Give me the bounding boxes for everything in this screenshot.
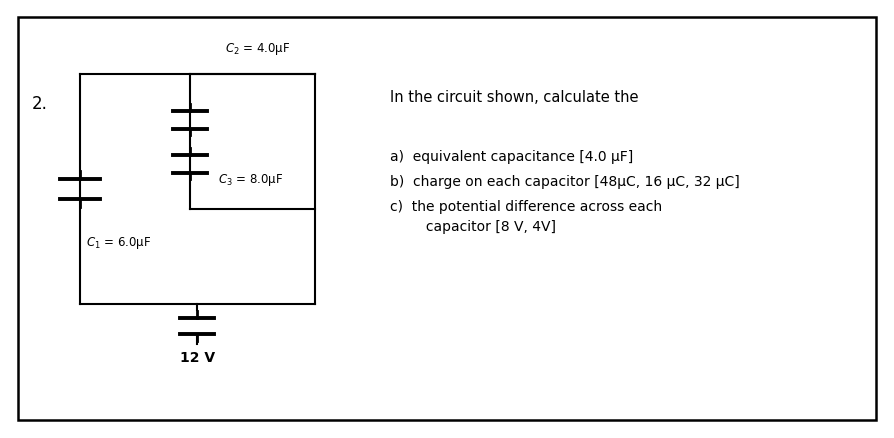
- Text: $C_2$ = 4.0μF: $C_2$ = 4.0μF: [224, 41, 290, 57]
- Text: In the circuit shown, calculate the: In the circuit shown, calculate the: [390, 90, 637, 105]
- Text: b)  charge on each capacitor [48μC, 16 μC, 32 μC]: b) charge on each capacitor [48μC, 16 μC…: [390, 175, 739, 189]
- Text: a)  equivalent capacitance [4.0 μF]: a) equivalent capacitance [4.0 μF]: [390, 150, 633, 164]
- Text: 12 V: 12 V: [180, 350, 215, 364]
- Text: c)  the potential difference across each: c) the potential difference across each: [390, 200, 662, 213]
- Text: $C_3$ = 8.0μF: $C_3$ = 8.0μF: [218, 172, 283, 188]
- Text: capacitor [8 V, 4V]: capacitor [8 V, 4V]: [403, 219, 555, 233]
- Text: 2.: 2.: [32, 95, 47, 113]
- Text: $C_1$ = 6.0μF: $C_1$ = 6.0μF: [86, 234, 151, 251]
